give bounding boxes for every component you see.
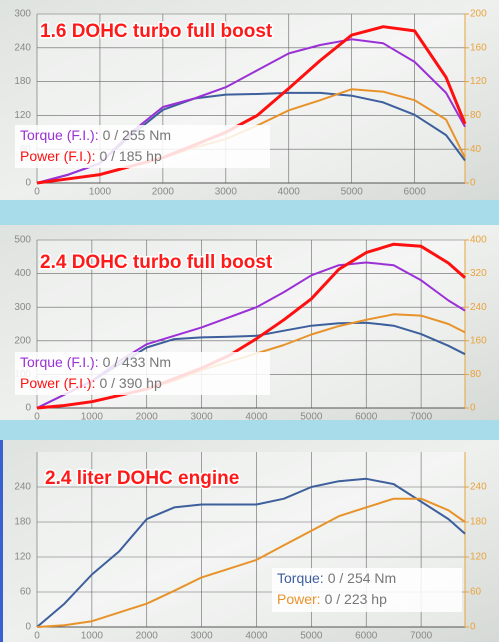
y-tick-label: 240 bbox=[14, 482, 31, 493]
legend-box bbox=[15, 352, 270, 395]
x-tick-label: 0 bbox=[34, 631, 40, 642]
separator bbox=[0, 420, 499, 440]
y-tick-label: 300 bbox=[14, 9, 31, 20]
y-tick-label: 120 bbox=[14, 110, 31, 121]
legend-entry: Power (F.I.): 0 / 185 hp bbox=[20, 148, 162, 164]
legend-name: Torque: bbox=[277, 570, 324, 586]
y2-tick-label: 320 bbox=[470, 268, 487, 279]
y2-tick-label: 120 bbox=[470, 552, 487, 563]
x-tick-label: 3000 bbox=[190, 631, 213, 642]
x-tick-label: 0 bbox=[34, 187, 40, 198]
legend-entry: Torque: 0 / 254 Nm bbox=[277, 570, 396, 586]
y2-tick-label: 200 bbox=[470, 9, 487, 20]
y-tick-label: 180 bbox=[14, 517, 31, 528]
x-tick-label: 7000 bbox=[410, 631, 433, 642]
y2-tick-label: 0 bbox=[470, 178, 476, 189]
x-tick-label: 3000 bbox=[215, 187, 238, 198]
legend-readout: 0 / 223 hp bbox=[325, 591, 387, 607]
x-tick-label: 4000 bbox=[245, 412, 268, 423]
y2-tick-label: 400 bbox=[470, 235, 487, 246]
x-tick-label: 1000 bbox=[81, 631, 104, 642]
y2-tick-label: 0 bbox=[470, 403, 476, 414]
x-tick-label: 2000 bbox=[136, 412, 159, 423]
y-tick-label: 120 bbox=[14, 552, 31, 563]
y2-tick-label: 240 bbox=[470, 302, 487, 313]
y2-tick-label: 160 bbox=[470, 42, 487, 53]
legend-readout: 0 / 390 hp bbox=[99, 375, 161, 391]
y2-tick-label: 40 bbox=[470, 144, 482, 155]
chart-title: 2.4 liter DOHC engine bbox=[45, 468, 239, 489]
y-tick-label: 0 bbox=[25, 403, 31, 414]
y2-tick-label: 80 bbox=[470, 110, 482, 121]
y2-tick-label: 120 bbox=[470, 76, 487, 87]
y2-tick-label: 0 bbox=[470, 622, 476, 633]
y2-tick-label: 60 bbox=[470, 587, 482, 598]
series-line bbox=[36, 497, 466, 628]
y2-tick-label: 240 bbox=[470, 482, 487, 493]
y2-tick-label: 180 bbox=[470, 517, 487, 528]
y-tick-label: 500 bbox=[14, 235, 31, 246]
legend-readout: 0 / 254 Nm bbox=[328, 570, 396, 586]
legend-readout: 0 / 185 hp bbox=[99, 148, 161, 164]
legend-box bbox=[272, 568, 462, 612]
legend-name: Torque (F.I.): bbox=[20, 127, 99, 143]
legend-entry: Torque (F.I.): 0 / 433 Nm bbox=[20, 354, 171, 370]
legend-name: Power (F.I.): bbox=[20, 148, 95, 164]
legend-entry: Power: 0 / 223 hp bbox=[277, 591, 387, 607]
x-tick-label: 5000 bbox=[341, 187, 364, 198]
x-tick-label: 6000 bbox=[355, 631, 378, 642]
y2-tick-label: 80 bbox=[470, 369, 482, 380]
legend-readout: 0 / 255 Nm bbox=[103, 127, 171, 143]
legend-box bbox=[15, 125, 270, 168]
legend-name: Torque (F.I.): bbox=[20, 354, 99, 370]
y-tick-label: 60 bbox=[20, 587, 32, 598]
panel-border bbox=[0, 440, 3, 642]
legend-name: Power: bbox=[277, 591, 321, 607]
legend-readout: 0 / 433 Nm bbox=[103, 354, 171, 370]
x-tick-label: 2000 bbox=[152, 187, 175, 198]
x-tick-label: 3000 bbox=[190, 412, 213, 423]
x-tick-label: 4000 bbox=[278, 187, 301, 198]
x-tick-label: 4000 bbox=[245, 631, 268, 642]
x-tick-label: 0 bbox=[34, 412, 40, 423]
y-tick-label: 400 bbox=[14, 268, 31, 279]
x-tick-label: 6000 bbox=[404, 187, 427, 198]
x-tick-label: 5000 bbox=[300, 412, 323, 423]
x-tick-label: 5000 bbox=[300, 631, 323, 642]
y-tick-label: 0 bbox=[25, 622, 31, 633]
x-tick-label: 1000 bbox=[81, 412, 104, 423]
x-tick-label: 6000 bbox=[355, 412, 378, 423]
y-tick-label: 180 bbox=[14, 76, 31, 87]
legend-entry: Power (F.I.): 0 / 390 hp bbox=[20, 375, 162, 391]
series-line bbox=[36, 25, 467, 185]
series-line bbox=[36, 477, 466, 628]
y-tick-label: 200 bbox=[14, 335, 31, 346]
series-line bbox=[36, 242, 466, 410]
legend-entry: Torque (F.I.): 0 / 255 Nm bbox=[20, 127, 171, 143]
chart-title: 2.4 DOHC turbo full boost bbox=[40, 252, 273, 273]
x-tick-label: 2000 bbox=[136, 631, 159, 642]
y-tick-label: 240 bbox=[14, 42, 31, 53]
x-tick-label: 7000 bbox=[410, 412, 433, 423]
separator bbox=[0, 200, 499, 225]
y2-tick-label: 160 bbox=[470, 335, 487, 346]
y-tick-label: 0 bbox=[25, 178, 31, 189]
y-tick-label: 300 bbox=[14, 302, 31, 313]
legend-name: Power (F.I.): bbox=[20, 375, 95, 391]
x-tick-label: 1000 bbox=[89, 187, 112, 198]
chart-title: 1.6 DOHC turbo full boost bbox=[40, 21, 273, 42]
